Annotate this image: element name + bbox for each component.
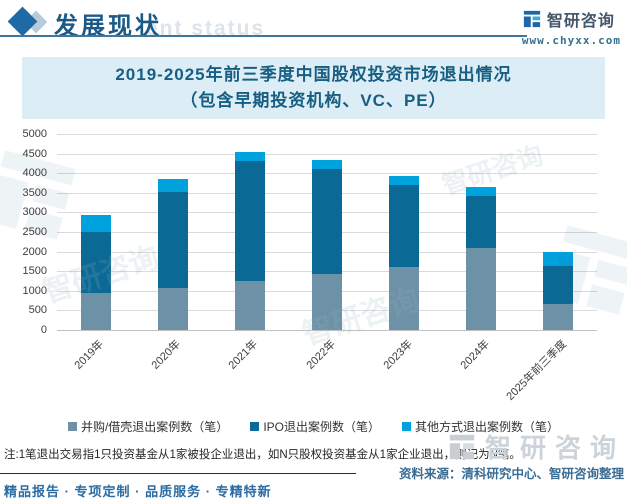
legend-swatch-icon xyxy=(250,422,260,431)
bar-segment xyxy=(389,266,420,330)
gridline xyxy=(57,134,597,135)
legend-item: IPO退出案例数（笔） xyxy=(250,418,380,435)
chart-title-line1: 2019-2025年前三季度中国股权投资市场退出情况 xyxy=(115,65,512,84)
legend-label: 并购/借壳退出案例数（笔） xyxy=(80,420,229,434)
y-tick-label: 500 xyxy=(28,304,47,317)
legend-item: 其他方式退出案例数（笔） xyxy=(402,418,559,435)
bar-segment xyxy=(312,273,342,330)
brand-block: 智研咨询 www.chyxx.com xyxy=(522,7,621,47)
x-tick-label: 2025年前三季度 xyxy=(504,338,570,403)
bar-segment xyxy=(80,232,111,294)
diamond-front-icon xyxy=(7,6,38,37)
ghost-subtitle: ent status xyxy=(146,17,266,40)
y-tick-label: 4000 xyxy=(22,167,47,180)
bar-segment xyxy=(157,179,188,192)
bar-segment xyxy=(157,191,188,289)
legend-swatch-icon xyxy=(67,422,77,431)
brand-logo-icon xyxy=(523,10,541,28)
y-tick-label: 0 xyxy=(40,324,47,336)
section-marker-icon xyxy=(7,6,53,38)
brand-name: 智研咨询 xyxy=(546,13,615,30)
legend: 并购/借壳退出案例数（笔） IPO退出案例数（笔） 其他方式退出案例数（笔） xyxy=(0,418,627,435)
y-tick-label: 1000 xyxy=(22,284,47,297)
bar-segment xyxy=(80,215,111,233)
bar-segment xyxy=(543,266,574,304)
bar-segment xyxy=(389,184,420,267)
bar-segment xyxy=(157,288,188,330)
website-link[interactable]: www.chyxx.com xyxy=(521,34,621,47)
source-text: 资料来源：清科研究中心、智研咨询整理 xyxy=(398,467,624,481)
gridline xyxy=(57,330,597,331)
header-divider xyxy=(0,35,527,37)
bar-segment xyxy=(466,196,497,248)
y-tick-label: 5000 xyxy=(22,128,47,140)
bar-segment xyxy=(543,303,574,330)
gridline xyxy=(57,153,597,155)
x-tick-label: 2023年 xyxy=(381,338,415,372)
x-tick-label: 2020年 xyxy=(149,338,184,372)
x-tick-label: 2021年 xyxy=(226,338,261,372)
legend-label: 其他方式退出案例数（笔） xyxy=(415,420,560,434)
plot-area xyxy=(57,134,597,331)
y-tick-label: 1500 xyxy=(22,265,47,278)
x-axis: 2019年 2020年 2021年 2022年 2023年 2024年 2025年前三季度 xyxy=(57,333,597,413)
bar-segment xyxy=(234,152,265,162)
bar-segment xyxy=(312,160,342,169)
chart-title-panel: 2019-2025年前三季度中国股权投资市场退出情况 （包含早期投资机构、VC、… xyxy=(22,57,605,119)
legend-item: 并购/借壳退出案例数（笔） xyxy=(67,418,229,435)
y-tick-label: 3500 xyxy=(22,186,47,199)
bar-segment xyxy=(80,293,111,330)
footer-slogan: 精品报告 · 专项定制 · 品质服务 · 专精特新 xyxy=(4,484,272,499)
note-text: 注:1笔退出交易指1只投资基金从1家被投企业退出，如N只股权投资基金从1家企业退… xyxy=(4,449,521,461)
x-tick-label: 2022年 xyxy=(304,338,338,372)
y-tick-label: 4500 xyxy=(22,147,47,160)
source-divider xyxy=(0,473,356,474)
bar-segment xyxy=(234,161,265,281)
chart-title-line2: （包含早期投资机构、VC、PE） xyxy=(180,91,447,110)
bar-segment xyxy=(312,168,342,274)
legend-label: IPO退出案例数（笔） xyxy=(263,420,380,434)
y-tick-label: 3000 xyxy=(22,206,47,219)
y-axis: 0 500 1000 1500 2000 2500 3000 3500 4000 4500 5000 xyxy=(0,128,52,336)
bar-segment xyxy=(389,175,420,185)
bar-segment xyxy=(466,186,497,197)
y-tick-label: 2500 xyxy=(22,226,47,238)
legend-swatch-icon xyxy=(402,422,411,431)
x-tick-label: 2024年 xyxy=(458,338,492,372)
y-tick-label: 2000 xyxy=(22,245,47,258)
bar-segment xyxy=(466,247,497,330)
x-tick-label: 2019年 xyxy=(72,338,107,372)
bar-segment xyxy=(234,281,265,330)
bar-segment xyxy=(543,251,574,267)
